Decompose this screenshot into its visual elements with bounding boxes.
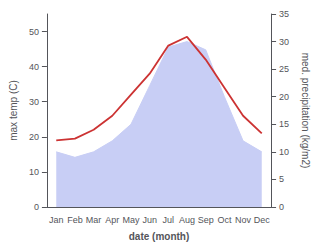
svg-text:Dec: Dec	[254, 215, 271, 225]
svg-text:Oct: Oct	[217, 215, 232, 225]
svg-text:Mar: Mar	[86, 215, 102, 225]
svg-text:0: 0	[34, 202, 39, 212]
svg-text:50: 50	[29, 27, 39, 37]
svg-text:Feb: Feb	[67, 215, 83, 225]
svg-text:Jun: Jun	[142, 215, 157, 225]
svg-text:0: 0	[279, 202, 284, 212]
svg-text:20: 20	[29, 132, 39, 142]
svg-text:Jul: Jul	[163, 215, 175, 225]
svg-text:max temp (C): max temp (C)	[8, 80, 19, 141]
svg-text:10: 10	[279, 147, 289, 157]
svg-text:20: 20	[279, 92, 289, 102]
svg-text:Sep: Sep	[198, 215, 214, 225]
svg-text:Nov: Nov	[235, 215, 252, 225]
svg-text:May: May	[122, 215, 140, 225]
svg-text:25: 25	[279, 64, 289, 74]
svg-text:med. precipitation (kg/m2): med. precipitation (kg/m2)	[300, 53, 311, 169]
svg-text:10: 10	[29, 167, 39, 177]
svg-text:date (month): date (month)	[129, 231, 190, 242]
svg-text:5: 5	[279, 174, 284, 184]
svg-text:30: 30	[29, 97, 39, 107]
svg-text:15: 15	[279, 119, 289, 129]
svg-text:40: 40	[29, 62, 39, 72]
svg-text:30: 30	[279, 37, 289, 47]
svg-text:Apr: Apr	[105, 215, 119, 225]
svg-text:Aug: Aug	[179, 215, 195, 225]
svg-text:Jan: Jan	[49, 215, 64, 225]
svg-text:35: 35	[279, 9, 289, 19]
